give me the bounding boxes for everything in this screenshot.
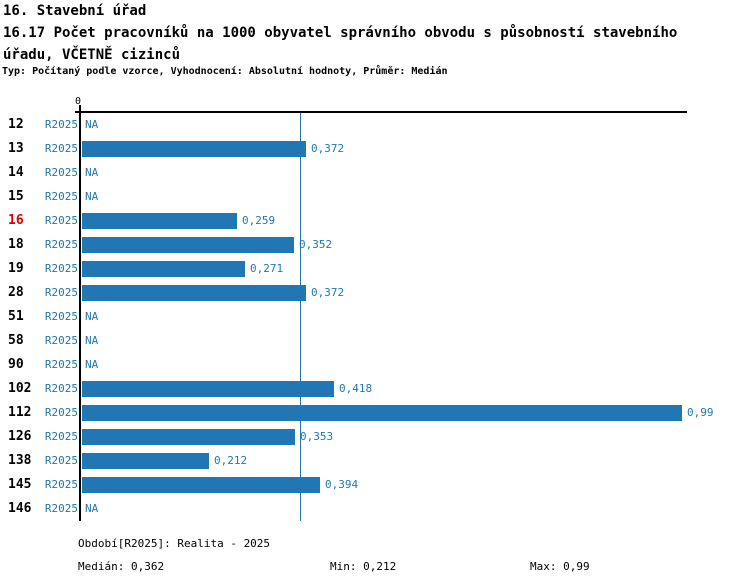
row-period-label: R2025 — [44, 478, 78, 491]
row-id-label: 138 — [8, 453, 32, 468]
value-label: 0,372 — [311, 142, 345, 155]
row-id-label: 102 — [8, 381, 32, 396]
chart-row-51: 51 R2025 NA — [0, 305, 750, 329]
row-id-label: 16 — [8, 213, 24, 228]
chart-row-146: 146 R2025 NA — [0, 497, 750, 521]
value-bar — [82, 405, 682, 421]
row-period-label: R2025 — [44, 142, 78, 155]
chart-subtitle-line1: 16.17 Počet pracovníků na 1000 obyvatel … — [3, 25, 678, 41]
row-id-label: 15 — [8, 189, 24, 204]
row-id-label: 18 — [8, 237, 24, 252]
na-label: NA — [85, 334, 99, 347]
value-bar — [82, 477, 320, 493]
chart-row-14: 14 R2025 NA — [0, 161, 750, 185]
x-axis-line — [75, 111, 687, 113]
value-label: 0,353 — [300, 430, 334, 443]
chart-row-126: 126 R2025 0,353 — [0, 425, 750, 449]
row-period-label: R2025 — [44, 454, 78, 467]
value-label: 0,352 — [299, 238, 333, 251]
chart-row-112: 112 R2025 0,99 — [0, 401, 750, 425]
row-period-label: R2025 — [44, 190, 78, 203]
na-label: NA — [85, 502, 99, 515]
chart-row-12: 12 R2025 NA — [0, 113, 750, 137]
chart-meta-info: Typ: Počítaný podle vzorce, Vyhodnocení:… — [2, 66, 448, 77]
value-bar — [82, 285, 306, 301]
row-period-label: R2025 — [44, 334, 78, 347]
na-label: NA — [85, 118, 99, 131]
y-axis-line — [79, 105, 81, 521]
value-bar — [82, 381, 334, 397]
row-period-label: R2025 — [44, 406, 78, 419]
value-label: 0,372 — [311, 286, 345, 299]
page-title: 16. Stavební úřad — [3, 3, 147, 19]
footer-min: Min: 0,212 — [330, 560, 397, 573]
row-id-label: 13 — [8, 141, 24, 156]
row-period-label: R2025 — [44, 214, 78, 227]
chart-row-18: 18 R2025 0,352 — [0, 233, 750, 257]
chart-row-102: 102 R2025 0,418 — [0, 377, 750, 401]
row-id-label: 28 — [8, 285, 24, 300]
row-id-label: 12 — [8, 117, 24, 132]
row-id-label: 14 — [8, 165, 24, 180]
value-label: 0,418 — [339, 382, 373, 395]
row-period-label: R2025 — [44, 238, 78, 251]
row-period-label: R2025 — [44, 502, 78, 515]
chart-row-15: 15 R2025 NA — [0, 185, 750, 209]
chart-row-16: 16 R2025 0,259 — [0, 209, 750, 233]
row-period-label: R2025 — [44, 286, 78, 299]
value-bar — [82, 213, 237, 229]
axis-zero-label: 0 — [75, 96, 82, 107]
value-label: 0,259 — [242, 214, 276, 227]
value-bar — [82, 429, 295, 445]
row-id-label: 145 — [8, 477, 32, 492]
row-id-label: 126 — [8, 429, 32, 444]
value-label: 0,212 — [214, 454, 248, 467]
footer-median: Medián: 0,362 — [78, 560, 165, 573]
row-period-label: R2025 — [44, 262, 78, 275]
chart-row-13: 13 R2025 0,372 — [0, 137, 750, 161]
value-label: 0,99 — [687, 406, 714, 419]
row-period-label: R2025 — [44, 382, 78, 395]
value-bar — [82, 237, 294, 253]
chart-subtitle-line2: úřadu, VČETNĚ cizinců — [3, 47, 181, 63]
row-period-label: R2025 — [44, 166, 78, 179]
row-period-label: R2025 — [44, 430, 78, 443]
chart-row-28: 28 R2025 0,372 — [0, 281, 750, 305]
chart-row-90: 90 R2025 NA — [0, 353, 750, 377]
row-period-label: R2025 — [44, 310, 78, 323]
na-label: NA — [85, 190, 99, 203]
row-period-label: R2025 — [44, 118, 78, 131]
value-bar — [82, 261, 245, 277]
value-label: 0,394 — [325, 478, 359, 491]
value-bar — [82, 453, 209, 469]
value-label: 0,271 — [250, 262, 284, 275]
footer-max: Max: 0,99 — [530, 560, 590, 573]
na-label: NA — [85, 358, 99, 371]
chart-row-145: 145 R2025 0,394 — [0, 473, 750, 497]
row-id-label: 58 — [8, 333, 24, 348]
row-id-label: 19 — [8, 261, 24, 276]
chart-row-58: 58 R2025 NA — [0, 329, 750, 353]
row-id-label: 146 — [8, 501, 32, 516]
na-label: NA — [85, 310, 99, 323]
median-reference-line — [300, 113, 301, 521]
na-label: NA — [85, 166, 99, 179]
footer-period-info: Období[R2025]: Realita - 2025 — [78, 537, 271, 550]
row-id-label: 90 — [8, 357, 24, 372]
chart-row-19: 19 R2025 0,271 — [0, 257, 750, 281]
row-id-label: 51 — [8, 309, 24, 324]
row-id-label: 112 — [8, 405, 32, 420]
chart-row-138: 138 R2025 0,212 — [0, 449, 750, 473]
value-bar — [82, 141, 306, 157]
row-period-label: R2025 — [44, 358, 78, 371]
